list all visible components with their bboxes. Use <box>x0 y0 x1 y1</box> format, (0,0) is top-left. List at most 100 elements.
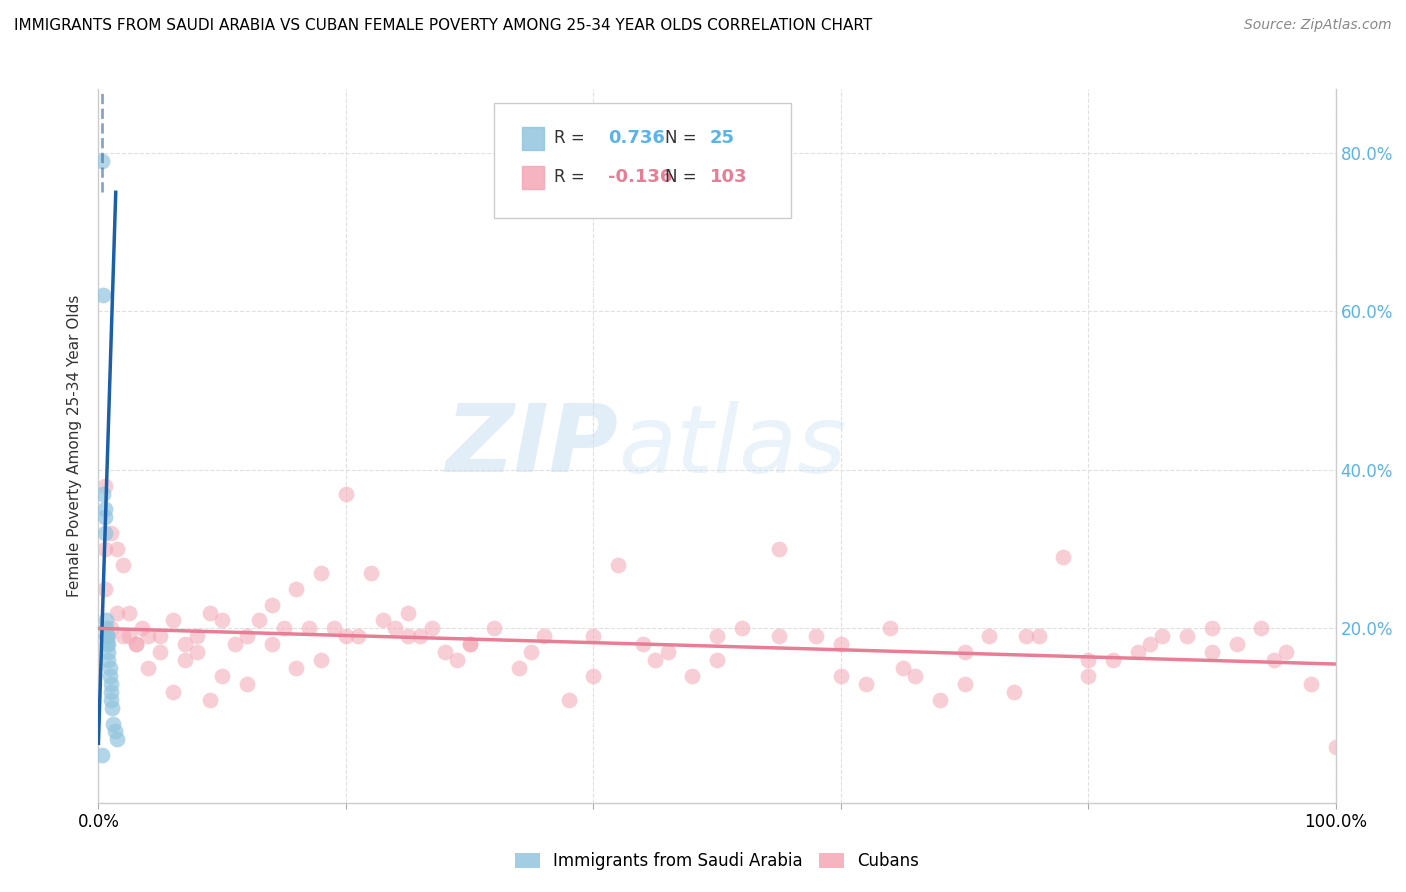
Text: ZIP: ZIP <box>446 400 619 492</box>
Point <box>93 502 115 516</box>
Point <box>508 661 530 675</box>
Text: N =: N = <box>665 168 697 186</box>
Point <box>98 661 121 675</box>
Text: N =: N = <box>665 128 697 146</box>
Point <box>607 558 630 572</box>
Point <box>804 629 827 643</box>
Point <box>631 637 654 651</box>
Point <box>112 629 135 643</box>
Bar <box>522 166 544 189</box>
Point <box>97 637 120 651</box>
Text: IMMIGRANTS FROM SAUDI ARABIA VS CUBAN FEMALE POVERTY AMONG 25-34 YEAR OLDS CORRE: IMMIGRANTS FROM SAUDI ARABIA VS CUBAN FE… <box>14 18 872 33</box>
Point <box>97 629 120 643</box>
Point <box>1175 629 1198 643</box>
Point <box>1052 549 1074 564</box>
Point <box>1126 645 1149 659</box>
Point <box>533 629 555 643</box>
Text: R =: R = <box>554 128 589 146</box>
Point <box>101 700 124 714</box>
Point <box>298 621 321 635</box>
Point <box>1015 629 1038 643</box>
Point <box>681 669 703 683</box>
Text: 25: 25 <box>710 128 735 146</box>
Point <box>93 478 115 492</box>
Point <box>1201 621 1223 635</box>
Point <box>855 677 877 691</box>
Text: 0.736: 0.736 <box>609 128 665 146</box>
Point <box>446 653 468 667</box>
Point <box>236 629 259 643</box>
Point <box>131 621 153 635</box>
Point <box>904 669 927 683</box>
Text: atlas: atlas <box>619 401 846 491</box>
Point <box>1299 677 1322 691</box>
Point <box>136 661 159 675</box>
Point <box>103 716 125 731</box>
Point <box>93 510 115 524</box>
Point <box>557 692 579 706</box>
Point <box>371 614 394 628</box>
Point <box>384 621 406 635</box>
Point <box>91 153 114 168</box>
Point <box>458 637 481 651</box>
Point <box>396 629 419 643</box>
Point <box>96 629 118 643</box>
Point <box>520 645 543 659</box>
Point <box>105 542 128 557</box>
Text: 103: 103 <box>710 168 747 186</box>
Text: Source: ZipAtlas.com: Source: ZipAtlas.com <box>1244 18 1392 32</box>
Point <box>97 645 120 659</box>
Point <box>118 629 141 643</box>
Point <box>118 606 141 620</box>
Point <box>100 526 122 541</box>
Point <box>162 614 184 628</box>
Point <box>582 669 605 683</box>
Point <box>94 614 117 628</box>
Point <box>657 645 679 659</box>
Y-axis label: Female Poverty Among 25-34 Year Olds: Female Poverty Among 25-34 Year Olds <box>67 295 83 597</box>
Point <box>93 542 115 557</box>
Point <box>100 677 122 691</box>
Bar <box>522 127 544 150</box>
Point <box>198 606 221 620</box>
Point <box>260 637 283 651</box>
Point <box>93 582 115 596</box>
Point <box>97 653 120 667</box>
Point <box>273 621 295 635</box>
Point <box>422 621 444 635</box>
Point <box>247 614 270 628</box>
Point <box>768 629 790 643</box>
Point <box>1028 629 1050 643</box>
Point <box>360 566 382 580</box>
Point <box>1250 621 1272 635</box>
Point <box>124 637 146 651</box>
Point <box>1077 669 1099 683</box>
Point <box>224 637 246 651</box>
Point <box>162 685 184 699</box>
Point <box>433 645 456 659</box>
Point <box>260 598 283 612</box>
Point <box>1002 685 1025 699</box>
Point <box>1102 653 1125 667</box>
Point <box>100 621 122 635</box>
Point <box>458 637 481 651</box>
Point <box>186 645 208 659</box>
Point <box>309 566 332 580</box>
Point <box>706 629 728 643</box>
Point <box>1139 637 1161 651</box>
Point <box>174 637 197 651</box>
Point <box>1226 637 1249 651</box>
Point <box>174 653 197 667</box>
Point <box>112 558 135 572</box>
Point <box>1275 645 1298 659</box>
Point <box>891 661 914 675</box>
Point <box>124 637 146 651</box>
Point <box>105 606 128 620</box>
Point <box>706 653 728 667</box>
Point <box>335 486 357 500</box>
Point <box>309 653 332 667</box>
Point <box>149 645 172 659</box>
Point <box>149 629 172 643</box>
Point <box>96 629 118 643</box>
Point <box>830 669 852 683</box>
